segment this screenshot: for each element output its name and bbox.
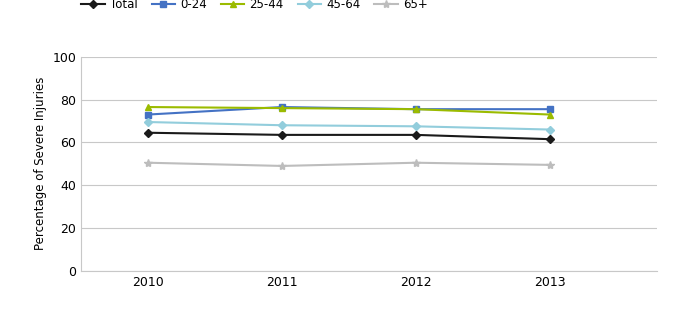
25-44 [278, 106, 286, 110]
65+ [144, 161, 152, 165]
25-44 [144, 105, 152, 109]
0-24 [546, 107, 554, 111]
25-44 [412, 107, 420, 111]
Total [278, 133, 286, 137]
Line: 45-64: 45-64 [146, 119, 552, 132]
65+ [278, 164, 286, 168]
45-64 [144, 120, 152, 124]
65+ [412, 161, 420, 165]
0-24 [144, 113, 152, 117]
0-24 [412, 107, 420, 111]
Total [144, 131, 152, 135]
25-44 [546, 113, 554, 117]
Y-axis label: Percentage of Severe Injuries: Percentage of Severe Injuries [34, 77, 47, 250]
Total [546, 137, 554, 141]
Line: 0-24: 0-24 [145, 104, 553, 118]
45-64 [412, 124, 420, 128]
45-64 [546, 128, 554, 131]
45-64 [278, 123, 286, 127]
Line: 65+: 65+ [144, 158, 554, 170]
65+ [546, 163, 554, 167]
0-24 [278, 105, 286, 109]
Line: 25-44: 25-44 [145, 104, 553, 118]
Line: Total: Total [146, 130, 552, 142]
Legend: Total, 0-24, 25-44, 45-64, 65+: Total, 0-24, 25-44, 45-64, 65+ [81, 0, 427, 11]
Total [412, 133, 420, 137]
